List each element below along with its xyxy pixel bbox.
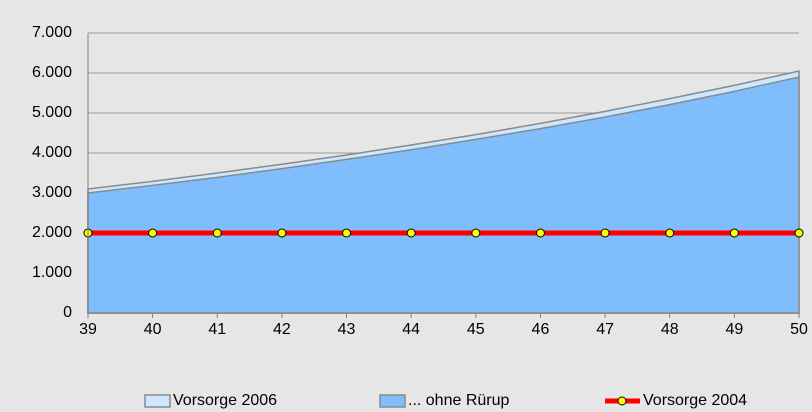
marker xyxy=(406,228,416,238)
marker xyxy=(471,228,481,238)
x-tick-label: 43 xyxy=(338,321,356,338)
x-tick-label: 44 xyxy=(402,321,420,338)
legend-swatch xyxy=(379,394,406,408)
marker xyxy=(148,228,158,238)
y-tick-label: 4.000 xyxy=(32,144,72,161)
y-tick-label: 6.000 xyxy=(32,64,72,81)
x-tick-label: 46 xyxy=(532,321,550,338)
marker xyxy=(794,228,804,238)
legend-label: ... ohne Rürup xyxy=(408,392,510,409)
marker xyxy=(665,228,675,238)
x-tick-label: 48 xyxy=(661,321,679,338)
x-tick-label: 49 xyxy=(725,321,743,338)
legend-swatch xyxy=(144,394,171,408)
legend-label: Vorsorge 2004 xyxy=(643,392,747,409)
y-tick-label: 1.000 xyxy=(32,264,72,281)
y-tick-label: 3.000 xyxy=(32,184,72,201)
x-tick-label: 50 xyxy=(790,321,808,338)
marker xyxy=(342,228,352,238)
x-tick-label: 40 xyxy=(144,321,162,338)
legend-marker xyxy=(617,396,627,406)
legend-label: Vorsorge 2006 xyxy=(173,392,277,409)
x-tick-label: 39 xyxy=(79,321,97,338)
x-tick-label: 42 xyxy=(273,321,291,338)
x-tick-label: 45 xyxy=(467,321,485,338)
marker xyxy=(729,228,739,238)
area xyxy=(87,76,800,314)
x-tick-label: 47 xyxy=(596,321,614,338)
y-tick-label: 7.000 xyxy=(32,24,72,41)
marker xyxy=(535,228,545,238)
y-tick-label: 0 xyxy=(63,304,72,321)
marker xyxy=(277,228,287,238)
y-tick-label: 2.000 xyxy=(32,224,72,241)
x-tick-label: 41 xyxy=(208,321,226,338)
marker xyxy=(212,228,222,238)
y-tick-label: 5.000 xyxy=(32,104,72,121)
marker xyxy=(600,228,610,238)
